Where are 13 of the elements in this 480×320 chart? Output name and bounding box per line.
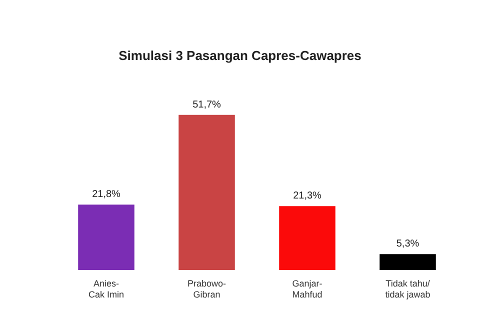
bar [178,114,235,270]
chart-title: Simulasi 3 Pasangan Capres-Cawapres [118,48,362,63]
x-tick-label: Anies- Cak Imin [88,278,124,300]
data-label: 21,8% [92,189,121,200]
bar [380,254,436,270]
data-label: 21,3% [293,190,322,202]
bar [279,206,336,270]
x-tick-label: Ganjar- Mahfud [292,278,322,300]
x-tick-label: Prabowo- Gibran [187,278,226,300]
data-label: 5,3% [396,238,420,250]
bar [78,204,134,270]
x-tick-label: Tidak tahu/ tidak jawab [385,278,430,300]
data-label: 51,7% [192,99,222,110]
